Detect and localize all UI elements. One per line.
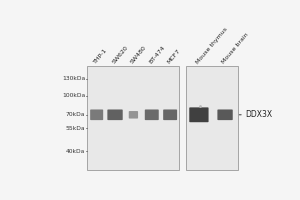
FancyBboxPatch shape [189,107,208,122]
Bar [88,66,179,170]
FancyBboxPatch shape [107,109,123,120]
Text: MCF7: MCF7 [166,48,181,65]
Text: 130kDa: 130kDa [62,76,85,81]
Text: Mouse brain: Mouse brain [221,32,250,65]
FancyBboxPatch shape [163,109,177,120]
FancyBboxPatch shape [145,109,159,120]
Text: SW480: SW480 [130,45,147,65]
Text: Mouse thymus: Mouse thymus [195,26,229,65]
Bar [186,66,238,170]
Text: 70kDa: 70kDa [66,112,85,117]
FancyBboxPatch shape [129,111,138,119]
FancyBboxPatch shape [90,109,103,120]
Text: 55kDa: 55kDa [66,126,85,131]
Text: DDX3X: DDX3X [245,110,272,119]
FancyBboxPatch shape [218,109,233,120]
Text: BT-474: BT-474 [148,45,166,65]
Text: SW620: SW620 [111,45,129,65]
Text: THP-1: THP-1 [93,48,108,65]
Text: 100kDa: 100kDa [62,93,85,98]
Text: 40kDa: 40kDa [66,149,85,154]
